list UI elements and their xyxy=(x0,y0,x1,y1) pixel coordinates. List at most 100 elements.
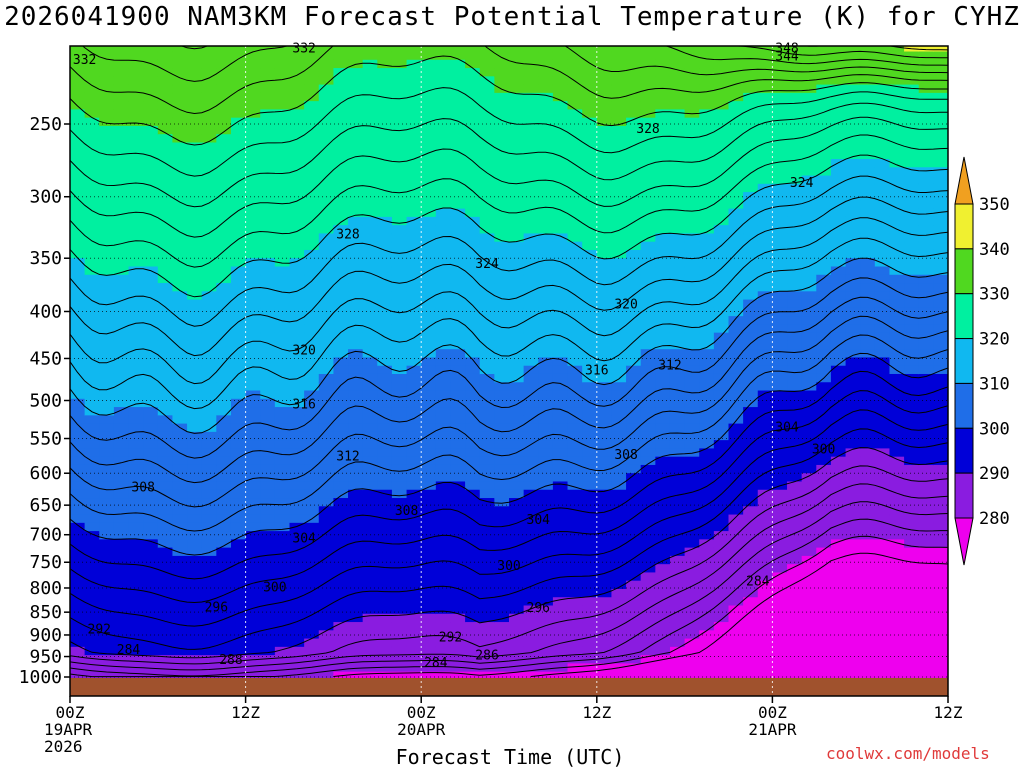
field-cell xyxy=(860,51,876,61)
field-cell xyxy=(582,35,597,44)
field-cell xyxy=(904,150,920,160)
field-cell xyxy=(289,588,305,598)
field-cell xyxy=(582,481,598,491)
field-cell xyxy=(406,159,422,168)
field-cell xyxy=(494,572,510,582)
field-cell xyxy=(289,423,305,433)
field-cell xyxy=(274,200,291,210)
field-cell xyxy=(84,423,100,433)
field-cell xyxy=(113,59,130,69)
field-cell xyxy=(274,638,291,648)
field-cell xyxy=(860,340,876,350)
field-cell xyxy=(84,101,100,110)
field-cell xyxy=(918,46,934,53)
field-cell xyxy=(465,655,481,664)
field-cell xyxy=(933,655,948,664)
field-cell xyxy=(787,564,803,574)
field-cell xyxy=(216,580,232,590)
field-cell xyxy=(874,398,891,408)
field-cell xyxy=(757,382,773,392)
field-cell xyxy=(801,175,817,185)
field-cell xyxy=(494,134,510,144)
credit-link[interactable]: coolwx.com/models xyxy=(826,744,990,763)
field-cell xyxy=(128,101,144,110)
field-cell xyxy=(406,555,422,565)
field-cell xyxy=(713,605,730,615)
field-cell xyxy=(596,51,613,61)
field-cell xyxy=(830,572,847,582)
field-cell xyxy=(743,233,759,243)
field-cell xyxy=(582,415,598,425)
field-cell xyxy=(757,59,773,69)
field-cell xyxy=(172,407,188,416)
field-cell xyxy=(157,597,174,607)
field-cell xyxy=(669,415,686,425)
field-cell xyxy=(655,134,671,144)
field-cell xyxy=(772,630,788,640)
field-cell xyxy=(699,324,715,334)
field-cell xyxy=(743,241,759,251)
field-cell xyxy=(377,225,393,235)
field-cell xyxy=(99,407,115,416)
field-cell xyxy=(845,622,861,631)
field-cell xyxy=(757,464,773,474)
y-tick-label: 900 xyxy=(29,625,62,646)
field-cell xyxy=(274,59,291,69)
field-cell xyxy=(611,448,627,458)
field-cell xyxy=(70,274,86,284)
field-cell xyxy=(289,46,305,53)
field-cell xyxy=(889,547,905,557)
field-cell xyxy=(772,547,788,557)
field-cell xyxy=(757,605,773,615)
field-cell xyxy=(889,109,905,119)
field-cell xyxy=(845,216,861,226)
field-cell xyxy=(494,597,510,607)
field-cell xyxy=(801,92,817,102)
field-cell xyxy=(421,324,437,334)
field-cell xyxy=(391,407,408,416)
field-cell xyxy=(538,357,554,367)
field-cell xyxy=(391,46,408,53)
field-cell xyxy=(99,605,115,615)
field-cell xyxy=(655,35,670,44)
field-cell xyxy=(377,588,393,598)
field-cell xyxy=(801,258,817,268)
field-cell xyxy=(611,382,627,392)
field-cell xyxy=(552,51,569,61)
field-cell xyxy=(245,76,261,86)
field-cell xyxy=(772,117,788,127)
field-cell xyxy=(626,84,642,94)
field-cell xyxy=(99,663,115,673)
field-cell xyxy=(509,365,525,375)
field-cell xyxy=(523,539,539,549)
field-cell xyxy=(523,159,539,168)
field-cell xyxy=(757,208,773,218)
field-cell xyxy=(757,415,773,425)
field-cell xyxy=(84,183,100,193)
field-cell xyxy=(201,448,217,458)
field-cell xyxy=(450,175,466,185)
field-cell xyxy=(830,622,847,631)
field-cell xyxy=(216,134,232,144)
field-cell xyxy=(684,241,700,251)
field-cell xyxy=(567,671,583,681)
field-cell xyxy=(933,423,948,433)
field-cell xyxy=(757,473,773,483)
field-cell xyxy=(113,76,130,86)
field-cell xyxy=(318,101,334,110)
field-cell xyxy=(304,431,320,441)
field-cell xyxy=(260,225,276,235)
field-cell xyxy=(845,101,861,110)
field-cell xyxy=(391,646,408,656)
field-cell xyxy=(523,233,539,243)
field-cell xyxy=(362,622,378,631)
field-cell xyxy=(362,51,378,61)
field-cell xyxy=(918,225,934,235)
field-cell xyxy=(99,266,115,276)
field-cell xyxy=(757,159,773,168)
field-cell xyxy=(509,506,525,516)
field-cell xyxy=(348,605,364,615)
field-cell xyxy=(465,68,481,77)
field-cell xyxy=(143,473,159,483)
